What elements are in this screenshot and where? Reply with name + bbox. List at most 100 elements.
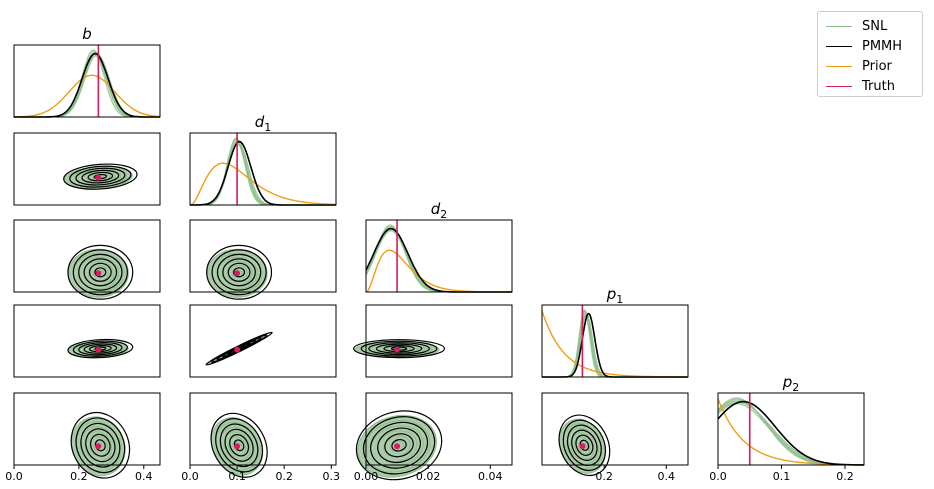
- snl-marginal-curve-p2: [717, 400, 864, 466]
- pmmh-contour: [72, 340, 128, 357]
- param-title-p1: p1: [606, 285, 624, 306]
- pmmh-contour: [566, 424, 602, 466]
- pmmh-contour: [83, 343, 118, 354]
- truth-point: [579, 443, 586, 450]
- legend: SNL PMMH Prior Truth: [817, 11, 923, 97]
- x-tick-label-b: 0.0: [5, 470, 23, 483]
- joint-panel-p1-vs-d2: [353, 304, 513, 378]
- snl-contour: [219, 426, 255, 466]
- param-title-p2: p2: [782, 373, 800, 394]
- x-tick-label-b: 0.2: [70, 470, 88, 483]
- prior-marginal-curve-p2: [717, 398, 864, 466]
- pmmh-contour: [224, 428, 254, 462]
- snl-marginal-curve-d2: [365, 224, 512, 293]
- snl-marginal-curve-p2: [717, 403, 864, 466]
- param-title-d2: d2: [431, 200, 448, 221]
- pmmh-contour: [562, 419, 607, 471]
- x-tick-label-d1: 0.3: [323, 470, 341, 483]
- snl-contour: [574, 436, 591, 456]
- pmmh-marginal-curve-b: [14, 52, 160, 118]
- snl-contour: [84, 431, 113, 462]
- x-tick-label-p2: 0.0: [709, 470, 727, 483]
- pmmh-contour: [87, 171, 114, 182]
- snl-marginal-curve-p1: [542, 311, 688, 378]
- truth-point: [95, 174, 102, 181]
- legend-entry-prior: Prior: [826, 56, 922, 76]
- snl-marginal-curve-p2: [717, 401, 864, 466]
- x-tick-label-d2: 0.04: [478, 470, 503, 483]
- pmmh-contour: [353, 339, 446, 359]
- pmmh-contour: [571, 429, 598, 461]
- axes-frame: [189, 304, 337, 378]
- snl-marginal-curve-d1: [190, 141, 336, 206]
- marginal-panel-p1: p1: [541, 285, 689, 378]
- x-tick-label-p2: 0.1: [773, 470, 791, 483]
- pmmh-contour: [229, 434, 250, 457]
- pmmh-contour: [67, 338, 134, 359]
- snl-marginal-curve-p1: [542, 310, 688, 378]
- pmmh-contour: [75, 417, 126, 474]
- pmmh-marginal-curve-d1: [190, 140, 336, 206]
- truth-point: [394, 346, 401, 353]
- truth-point: [234, 346, 241, 353]
- snl-marginal-curve-d1: [190, 137, 336, 206]
- pmmh-contour: [72, 249, 128, 296]
- truth-point: [95, 443, 102, 450]
- prior-marginal-curve-b: [14, 74, 160, 118]
- axes-frame-d1: [189, 132, 337, 206]
- snl-marginal-curve-p2: [717, 398, 864, 466]
- pmmh-contour: [210, 412, 268, 478]
- pmmh-marginal-curve-d2: [365, 227, 512, 293]
- axes-frame-d2: [365, 219, 513, 293]
- snl-marginal-curve-p1: [542, 313, 688, 378]
- pmmh-contour: [70, 411, 131, 479]
- snl-marginal-curve-d2: [365, 227, 512, 293]
- joint-panel-p2-vs-d2: [355, 392, 513, 481]
- joint-panel-p2-vs-d1: [189, 392, 337, 478]
- x-tick-label-d1: 0.2: [275, 470, 293, 483]
- legend-label-truth: Truth: [862, 78, 895, 94]
- legend-label-pmmh: PMMH: [862, 38, 903, 54]
- pmmh-contour: [90, 433, 111, 457]
- pmmh-contour: [355, 410, 443, 481]
- joint-panel-p1-vs-b: [13, 304, 161, 378]
- pmmh-contour: [558, 414, 611, 477]
- axes-frame: [541, 392, 689, 466]
- snl-marginal-curve-p2: [717, 397, 864, 466]
- joint-panel-p1-vs-d1: [189, 304, 337, 378]
- legend-entry-truth: Truth: [826, 76, 922, 96]
- legend-swatch-snl: [826, 25, 852, 27]
- pmmh-contour: [80, 422, 121, 468]
- x-tick-label-d1: 0.1: [228, 470, 246, 483]
- pmmh-contour: [85, 428, 116, 463]
- axes-frame-b: [13, 44, 161, 118]
- pmmh-contour: [94, 267, 107, 278]
- pmmh-contour: [81, 169, 120, 184]
- pmmh-contour: [215, 418, 264, 473]
- axes-frame: [13, 392, 161, 466]
- snl-contour: [231, 268, 243, 278]
- axes-frame-p2: [717, 392, 865, 466]
- snl-contour: [92, 268, 104, 278]
- x-tick-label-b: 0.4: [135, 470, 153, 483]
- axes-frame: [189, 219, 337, 293]
- x-tick-label-d1: 0.0: [181, 470, 199, 483]
- param-title-d1: d1: [255, 113, 272, 134]
- axes-frame: [365, 392, 513, 466]
- pmmh-contour: [75, 167, 126, 186]
- legend-swatch-prior: [826, 65, 852, 67]
- snl-contour: [357, 415, 437, 478]
- truth-point: [95, 346, 102, 353]
- x-tick-label-p1: 0.4: [658, 470, 676, 483]
- snl-marginal-curve-d1: [190, 138, 336, 206]
- marginal-panel-p2: p2: [717, 373, 865, 466]
- pmmh-contour: [360, 340, 438, 357]
- pmmh-contour: [83, 258, 118, 287]
- pmmh-contour: [575, 434, 594, 456]
- axes-frame: [13, 132, 161, 206]
- param-title-b: b: [82, 25, 92, 43]
- prior-marginal-curve-d1: [189, 162, 336, 206]
- truth-point: [394, 443, 401, 450]
- pmmh-contour: [78, 341, 123, 356]
